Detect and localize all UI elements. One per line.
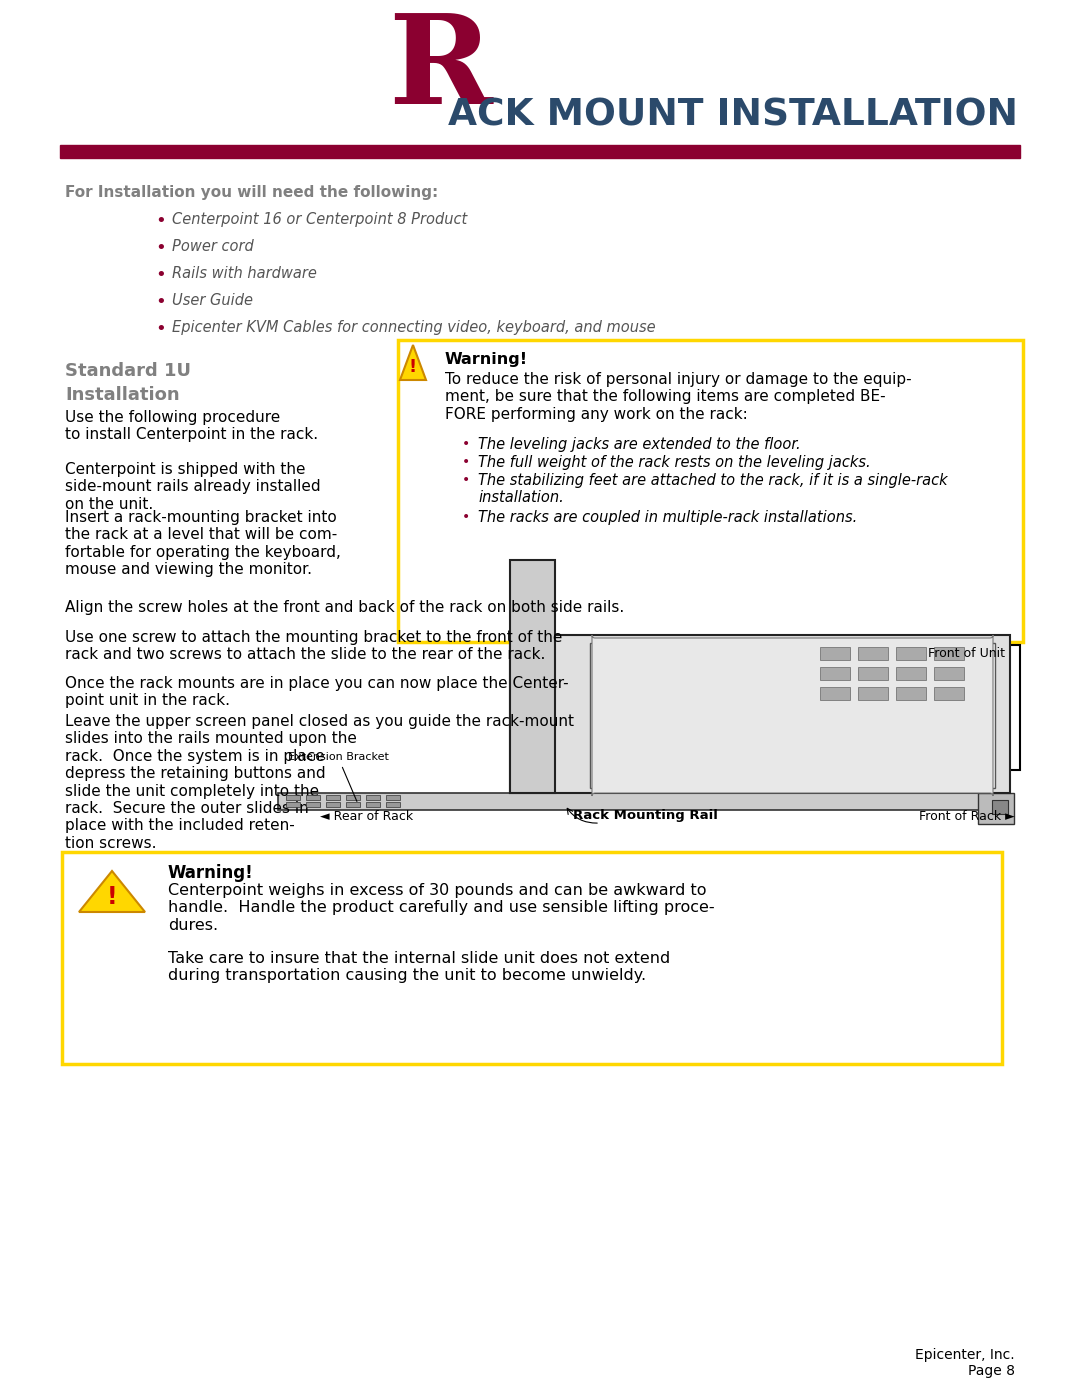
Text: Epicenter KVM Cables for connecting video, keyboard, and mouse: Epicenter KVM Cables for connecting vide… bbox=[172, 320, 656, 335]
Text: Use one screw to attach the mounting bracket to the front of the
rack and two sc: Use one screw to attach the mounting bra… bbox=[65, 630, 563, 662]
Bar bbox=[934, 647, 964, 659]
FancyBboxPatch shape bbox=[658, 645, 1020, 770]
Text: Power cord: Power cord bbox=[172, 239, 254, 254]
Text: Centerpoint is shipped with the
side-mount rails already installed
on the unit.: Centerpoint is shipped with the side-mou… bbox=[65, 462, 321, 511]
Text: Insert a rack-mounting bracket into
the rack at a level that will be com-
fortab: Insert a rack-mounting bracket into the … bbox=[65, 510, 341, 577]
Text: •: • bbox=[156, 293, 165, 312]
Text: ◄ Rear of Rack: ◄ Rear of Rack bbox=[320, 809, 414, 823]
Bar bbox=[278, 793, 1010, 810]
Bar bbox=[896, 687, 926, 700]
Text: Once the rack mounts are in place you can now place the Center-
point unit in th: Once the rack mounts are in place you ca… bbox=[65, 676, 569, 708]
Text: Important: Important bbox=[792, 657, 886, 675]
Bar bbox=[896, 666, 926, 680]
Text: Centerpoint weighs in excess of 30 pounds and can be awkward to
handle.  Handle : Centerpoint weighs in excess of 30 pound… bbox=[168, 883, 715, 933]
Text: The stabilizing feet are attached to the rack, if it is a single-rack
installati: The stabilizing feet are attached to the… bbox=[478, 474, 947, 506]
Bar bbox=[978, 793, 1014, 824]
Text: To reduce the risk of personal injury or damage to the equip-
ment, be sure that: To reduce the risk of personal injury or… bbox=[445, 372, 912, 422]
Text: Extension Bracket: Extension Bracket bbox=[287, 752, 389, 802]
Bar bbox=[820, 647, 850, 659]
Text: •: • bbox=[156, 212, 165, 231]
Text: Warning!: Warning! bbox=[168, 863, 254, 882]
Bar bbox=[366, 795, 380, 800]
Bar bbox=[858, 647, 888, 659]
Bar bbox=[326, 795, 340, 800]
Text: Centerpoint 16 or Centerpoint 8 Product: Centerpoint 16 or Centerpoint 8 Product bbox=[172, 212, 468, 226]
Bar bbox=[896, 647, 926, 659]
Text: The racks are coupled in multiple-rack installations.: The racks are coupled in multiple-rack i… bbox=[478, 510, 858, 525]
Text: •: • bbox=[156, 265, 165, 284]
Text: Take care to insure that the internal slide unit does not extend
during transpor: Take care to insure that the internal sl… bbox=[168, 951, 671, 983]
Bar bbox=[386, 795, 400, 800]
Text: Epicenter, Inc.
Page 8: Epicenter, Inc. Page 8 bbox=[916, 1348, 1015, 1379]
Bar bbox=[993, 800, 1008, 814]
Bar bbox=[934, 666, 964, 680]
Text: •: • bbox=[156, 320, 165, 338]
Text: When mounting the rack slides
make sure that the end of the slides
with the exte: When mounting the rack slides make sure … bbox=[713, 676, 964, 739]
Text: Warning!: Warning! bbox=[445, 352, 528, 367]
Bar bbox=[326, 802, 340, 807]
Text: Rails with hardware: Rails with hardware bbox=[172, 265, 316, 281]
Text: The leveling jacks are extended to the floor.: The leveling jacks are extended to the f… bbox=[478, 437, 800, 453]
Polygon shape bbox=[400, 345, 426, 380]
Bar bbox=[346, 795, 360, 800]
Text: Front of Rack ►: Front of Rack ► bbox=[919, 809, 1015, 823]
Bar bbox=[820, 666, 850, 680]
FancyBboxPatch shape bbox=[399, 339, 1023, 643]
Text: The full weight of the rack rests on the leveling jacks.: The full weight of the rack rests on the… bbox=[478, 455, 870, 469]
Text: •: • bbox=[462, 474, 470, 488]
Text: •: • bbox=[462, 437, 470, 451]
Bar bbox=[510, 560, 555, 793]
Text: Rack Mounting Rail: Rack Mounting Rail bbox=[572, 809, 717, 823]
Bar bbox=[386, 802, 400, 807]
Text: User Guide: User Guide bbox=[172, 293, 253, 307]
Text: Leave the upper screen panel closed as you guide the rack-mount
slides into the : Leave the upper screen panel closed as y… bbox=[65, 714, 573, 851]
Bar bbox=[820, 687, 850, 700]
Text: R: R bbox=[388, 8, 491, 130]
Bar bbox=[858, 687, 888, 700]
Bar bbox=[346, 802, 360, 807]
Bar bbox=[60, 145, 1020, 158]
Text: •: • bbox=[462, 510, 470, 524]
Text: Align the screw holes at the front and back of the rack on both side rails.: Align the screw holes at the front and b… bbox=[65, 599, 624, 615]
Text: ACK MOUNT INSTALLATION: ACK MOUNT INSTALLATION bbox=[448, 96, 1018, 133]
Bar bbox=[590, 643, 995, 788]
Text: Use the following procedure
to install Centerpoint in the rack.: Use the following procedure to install C… bbox=[65, 409, 319, 443]
Bar bbox=[306, 802, 320, 807]
Bar bbox=[286, 795, 300, 800]
Bar bbox=[306, 795, 320, 800]
FancyBboxPatch shape bbox=[592, 636, 993, 796]
Text: !: ! bbox=[107, 886, 118, 909]
Text: For Installation you will need the following:: For Installation you will need the follo… bbox=[65, 184, 438, 200]
Text: Front of Unit: Front of Unit bbox=[928, 647, 1005, 659]
Text: •: • bbox=[156, 239, 165, 257]
Text: !: ! bbox=[409, 358, 417, 376]
Bar bbox=[366, 802, 380, 807]
Bar bbox=[510, 636, 1010, 793]
FancyBboxPatch shape bbox=[62, 852, 1002, 1065]
Bar bbox=[286, 802, 300, 807]
Polygon shape bbox=[79, 870, 145, 912]
Bar bbox=[858, 666, 888, 680]
Text: Standard 1U: Standard 1U bbox=[65, 362, 191, 380]
Text: •: • bbox=[462, 455, 470, 469]
Text: Installation: Installation bbox=[65, 386, 179, 404]
Bar bbox=[934, 687, 964, 700]
